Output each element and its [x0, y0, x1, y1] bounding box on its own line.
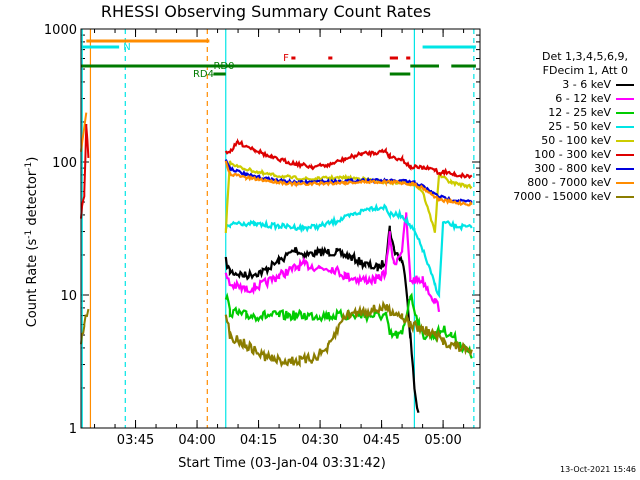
early-series-line: [80, 123, 90, 219]
legend-label: 800 - 7000 keV: [527, 176, 611, 189]
legend-item: 12 - 25 keV: [478, 106, 634, 120]
legend-swatch: [616, 168, 634, 170]
legend-label: 50 - 100 keV: [541, 134, 611, 147]
legend-label: 7000 - 15000 keV: [513, 190, 611, 203]
series-line: [224, 292, 473, 359]
flag-label: RD4: [193, 69, 214, 80]
legend-item: 6 - 12 keV: [478, 92, 634, 106]
legend-header-2: FDecim 1, Att 0: [542, 64, 628, 77]
legend-swatch: [616, 154, 634, 156]
y-tick-label: 10: [60, 289, 77, 304]
x-tick-label: 05:00: [424, 433, 461, 448]
legend-swatch: [616, 196, 634, 198]
legend-swatch: [616, 84, 634, 86]
legend-item: 800 - 7000 keV: [478, 176, 634, 190]
legend-label: 100 - 300 keV: [534, 148, 611, 161]
flag-label: F: [283, 53, 289, 64]
y-axis-label: Count Rate (s-1 detector-1): [24, 157, 40, 328]
early-series-line: [80, 308, 90, 345]
legend-item: 7000 - 15000 keV: [478, 190, 634, 204]
legend-header-1: Det 1,3,4,5,6,9,: [541, 50, 628, 63]
y-tick-label: 1: [69, 422, 77, 437]
legend-item: 25 - 50 keV: [478, 120, 634, 134]
x-tick-label: 04:45: [363, 433, 400, 448]
series-line: [224, 300, 473, 368]
series-line: [224, 137, 473, 180]
legend-label: 300 - 800 keV: [534, 162, 611, 175]
series-line: [224, 212, 441, 313]
series-line: [224, 160, 473, 234]
x-axis-label: Start Time (03-Jan-04 03:31:42): [178, 456, 386, 471]
legend-swatch: [616, 182, 634, 184]
legend-label: 12 - 25 keV: [548, 106, 611, 119]
x-tick-label: 04:00: [178, 433, 215, 448]
legend-label: 6 - 12 keV: [555, 92, 611, 105]
y-tick-label: 100: [52, 156, 77, 171]
legend-item: 100 - 300 keV: [478, 148, 634, 162]
legend-swatch: [616, 98, 634, 100]
x-tick-label: 03:45: [117, 433, 154, 448]
series-line: [224, 160, 473, 207]
legend-item: 3 - 6 keV: [478, 78, 634, 92]
legend-item: 300 - 800 keV: [478, 162, 634, 176]
legend: Det 1,3,4,5,6,9, FDecim 1, Att 0 3 - 6 k…: [478, 50, 634, 204]
plot-frame: [80, 28, 481, 429]
legend-label: 3 - 6 keV: [562, 78, 611, 91]
early-series-line: [80, 112, 88, 152]
legend-swatch: [616, 126, 634, 128]
legend-swatch: [616, 112, 634, 114]
legend-label: 25 - 50 keV: [548, 120, 611, 133]
timestamp: 13-Oct-2021 15:46: [560, 465, 636, 474]
flag-label: RD0: [213, 61, 234, 72]
flag-label: N: [123, 42, 130, 53]
x-tick-label: 04:15: [240, 433, 277, 448]
x-tick-label: 04:30: [301, 433, 338, 448]
legend-swatch: [616, 140, 634, 142]
chart-title: RHESSI Observing Summary Count Rates: [101, 2, 431, 21]
series-line: [224, 159, 473, 204]
series-line: [224, 202, 473, 299]
legend-item: 50 - 100 keV: [478, 134, 634, 148]
y-tick-label: 1000: [44, 23, 77, 38]
